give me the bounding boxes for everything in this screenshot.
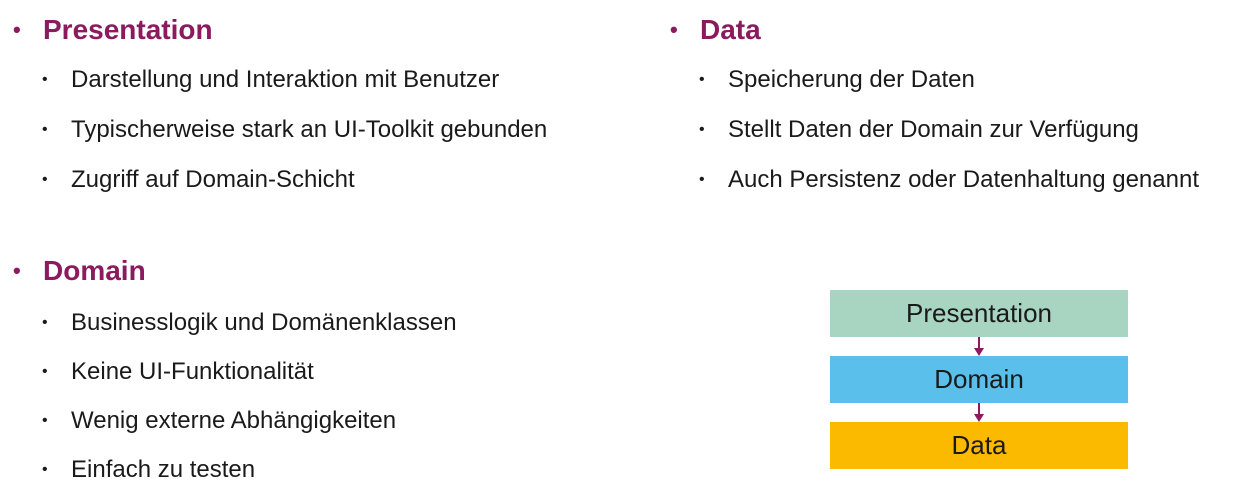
sub-bullet: • <box>42 71 48 88</box>
heading-domain: Domain <box>43 255 146 286</box>
sub-bullet: • <box>42 314 48 331</box>
sub-bullet: • <box>42 121 48 138</box>
list-item-text: Zugriff auf Domain-Schicht <box>71 166 355 193</box>
list-item-text: Darstellung und Interaktion mit Benutzer <box>71 66 500 93</box>
arrow-down-icon <box>974 337 984 356</box>
sub-bullet: • <box>699 121 705 138</box>
heading-presentation: Presentation <box>43 14 213 45</box>
sub-bullet: • <box>42 171 48 188</box>
heading-data: Data <box>700 14 761 45</box>
layer-box-domain: Domain <box>830 356 1128 403</box>
sub-bullet: • <box>42 461 48 478</box>
sub-bullet: • <box>699 71 705 88</box>
layer-box-data: Data <box>830 422 1128 469</box>
layer-diagram: Presentation Domain Data <box>830 290 1128 470</box>
list-item-text: Einfach zu testen <box>71 456 256 483</box>
list-item-text: Typischerweise stark an UI-Toolkit gebun… <box>71 116 548 143</box>
list-item-text: Keine UI-Funktionalität <box>71 358 314 385</box>
arrow-down-icon <box>974 403 984 422</box>
heading-bullet: • <box>13 17 21 42</box>
list-item-text: Businesslogik und Domänenklassen <box>71 309 457 336</box>
heading-bullet: • <box>670 17 678 42</box>
heading-bullet: • <box>13 258 21 283</box>
list-item-text: Stellt Daten der Domain zur Verfügung <box>728 116 1139 143</box>
layer-box-presentation: Presentation <box>830 290 1128 337</box>
list-item-text: Speicherung der Daten <box>728 66 975 93</box>
list-item-text: Auch Persistenz oder Datenhaltung genann… <box>728 166 1199 193</box>
sub-bullet: • <box>42 412 48 429</box>
sub-bullet: • <box>42 363 48 380</box>
list-item-text: Wenig externe Abhängigkeiten <box>71 407 397 434</box>
sub-bullet: • <box>699 171 705 188</box>
